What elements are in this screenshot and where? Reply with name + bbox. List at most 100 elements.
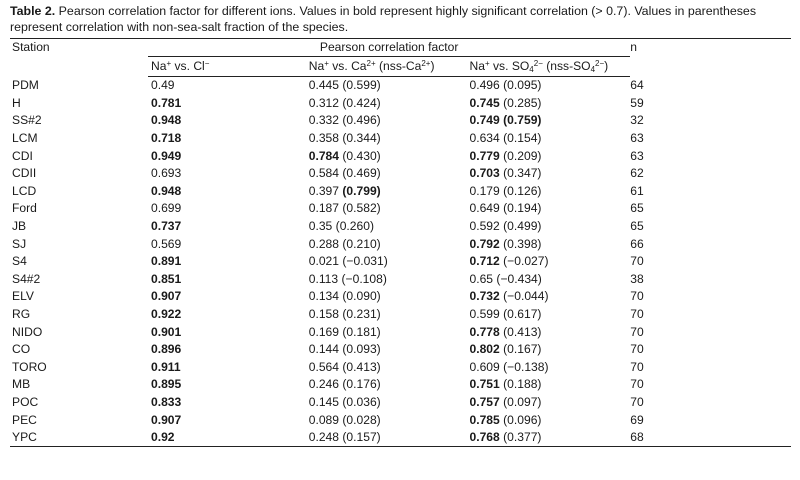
na-ca-cell: 0.246 (0.176) xyxy=(308,377,381,392)
na-cl-cell: 0.851 xyxy=(151,271,182,286)
table-row: PDM 0.49 0.445 (0.599) 0.496 (0.095) 64 xyxy=(10,77,791,95)
table-row: TORO 0.911 0.564 (0.413) 0.609 (−0.138) 70 xyxy=(10,359,791,377)
na-so4-cell: 0.779 (0.209) xyxy=(469,148,542,163)
na-so4-cell: 0.592 (0.499) xyxy=(469,219,542,234)
table-row: MB 0.895 0.246 (0.176) 0.751 (0.188) 70 xyxy=(10,376,791,394)
na-so4-cell: 0.703 (0.347) xyxy=(469,166,542,181)
na-so4-cell: 0.732 (−0.044) xyxy=(469,289,549,304)
table-row: S4 0.891 0.021 (−0.031) 0.712 (−0.027) 70 xyxy=(10,253,791,271)
na-cl-cell: 0.911 xyxy=(151,359,181,374)
n-cell: 70 xyxy=(630,307,644,322)
na-cl-cell: 0.718 xyxy=(151,131,182,146)
na-cl-cell: 0.891 xyxy=(151,254,182,269)
na-ca-cell: 0.397 (0.799) xyxy=(308,183,381,198)
na-cl-cell: 0.922 xyxy=(151,307,182,322)
na-cl-cell: 0.92 xyxy=(148,428,309,448)
n-cell: 63 xyxy=(630,148,644,163)
station-cell: Ford xyxy=(12,201,37,216)
na-so4-cell: 0.609 (−0.138) xyxy=(469,359,549,374)
table-row: RG 0.922 0.158 (0.231) 0.599 (0.617) 70 xyxy=(10,306,791,324)
n-cell: 70 xyxy=(630,342,644,357)
table-row: Ford 0.699 0.187 (0.582) 0.649 (0.194) 65 xyxy=(10,200,791,218)
n-cell: 66 xyxy=(630,236,644,251)
n-cell: 70 xyxy=(630,289,644,304)
na-so4-cell: 0.778 (0.413) xyxy=(469,324,542,339)
station-cell: SS#2 xyxy=(12,113,42,128)
na-so4-cell: 0.751 (0.188) xyxy=(469,377,542,392)
na-ca-cell: 0.35 (0.260) xyxy=(308,219,374,234)
na-cl-cell: 0.737 xyxy=(151,219,182,234)
na-ca-cell: 0.358 (0.344) xyxy=(308,131,381,146)
na-cl-cell: 0.693 xyxy=(151,166,182,181)
na-so4-cell: 0.745 (0.285) xyxy=(469,95,542,110)
pearson-group-header: Pearson correlation factor xyxy=(148,38,631,57)
n-cell: 70 xyxy=(630,254,644,269)
correlation-table: Station Pearson correlation factor n Na+… xyxy=(10,38,791,448)
table-body: PDM 0.49 0.445 (0.599) 0.496 (0.095) 64 H 0.78… xyxy=(10,77,791,448)
na-so4-cell: 0.712 (−0.027) xyxy=(469,254,549,269)
n-cell: 63 xyxy=(630,131,644,146)
na-vs-ca-header: Na+ vs. Ca2+ (nss-Ca2+) xyxy=(308,56,470,77)
table-row: H 0.781 0.312 (0.424) 0.745 (0.285) 59 xyxy=(10,95,791,113)
n-cell: 69 xyxy=(630,412,644,427)
table-row: CO 0.896 0.144 (0.093) 0.802 (0.167) 70 xyxy=(10,341,791,359)
station-cell: LCD xyxy=(12,183,37,198)
n-cell: 61 xyxy=(630,183,644,198)
station-cell: NIDO xyxy=(12,324,43,339)
na-ca-cell: 0.564 (0.413) xyxy=(308,359,381,374)
table-row: CDII 0.693 0.584 (0.469) 0.703 (0.347) 62 xyxy=(10,165,791,183)
na-ca-cell: 0.134 (0.090) xyxy=(308,289,381,304)
table-caption-text: Pearson correlation factor for different… xyxy=(10,4,757,34)
na-ca-cell: 0.584 (0.469) xyxy=(308,166,381,181)
na-cl-cell: 0.949 xyxy=(151,148,182,163)
n-cell: 70 xyxy=(630,324,644,339)
station-cell: YPC xyxy=(10,428,148,448)
station-cell: ELV xyxy=(12,289,34,304)
station-cell: CDI xyxy=(12,148,33,163)
station-cell: MB xyxy=(12,377,31,392)
n-cell: 38 xyxy=(630,271,644,286)
station-cell: S4#2 xyxy=(12,271,41,286)
table-row: SS#2 0.948 0.332 (0.496) 0.749 (0.759) 32 xyxy=(10,112,791,130)
n-cell: 68 xyxy=(630,428,791,448)
na-so4-cell: 0.757 (0.097) xyxy=(469,394,542,409)
na-so4-cell: 0.599 (0.617) xyxy=(469,307,542,322)
table-row: PEC 0.907 0.089 (0.028) 0.785 (0.096) 69 xyxy=(10,411,791,429)
na-cl-cell: 0.907 xyxy=(151,412,182,427)
document: Table 2. Pearson correlation factor for … xyxy=(10,4,791,448)
station-cell: S4 xyxy=(12,254,27,269)
na-cl-cell: 0.948 xyxy=(151,183,182,198)
na-ca-cell: 0.158 (0.231) xyxy=(308,307,381,322)
station-cell: H xyxy=(12,95,21,110)
table-caption-label: Table 2. xyxy=(10,4,56,18)
station-cell: POC xyxy=(12,394,39,409)
table-row: S4#2 0.851 0.113 (−0.108) 0.65 (−0.434) 38 xyxy=(10,271,791,289)
n-cell: 64 xyxy=(630,78,644,93)
na-cl-cell: 0.901 xyxy=(151,324,182,339)
na-cl-cell: 0.833 xyxy=(151,394,182,409)
station-cell: JB xyxy=(12,219,27,234)
n-cell: 70 xyxy=(630,359,644,374)
na-so4-cell: 0.802 (0.167) xyxy=(469,342,542,357)
table-row: NIDO 0.901 0.169 (0.181) 0.778 (0.413) 70 xyxy=(10,323,791,341)
na-ca-cell: 0.145 (0.036) xyxy=(308,394,381,409)
na-ca-cell: 0.144 (0.093) xyxy=(308,342,381,357)
na-so4-cell: 0.634 (0.154) xyxy=(469,131,542,146)
na-so4-cell: 0.768 (0.377) xyxy=(469,428,631,448)
na-cl-cell: 0.49 xyxy=(151,78,175,93)
na-cl-cell: 0.896 xyxy=(151,342,182,357)
na-so4-cell: 0.785 (0.096) xyxy=(469,412,542,427)
station-cell: RG xyxy=(12,307,31,322)
na-so4-cell: 0.792 (0.398) xyxy=(469,236,542,251)
n-cell: 65 xyxy=(630,201,644,216)
table-row: LCM 0.718 0.358 (0.344) 0.634 (0.154) 63 xyxy=(10,130,791,148)
table-row: SJ 0.569 0.288 (0.210) 0.792 (0.398) 66 xyxy=(10,235,791,253)
table-row: YPC 0.92 0.248 (0.157) 0.768 (0.377) 68 xyxy=(10,428,791,448)
n-cell: 32 xyxy=(630,113,644,128)
na-ca-cell: 0.089 (0.028) xyxy=(308,412,381,427)
na-ca-cell: 0.288 (0.210) xyxy=(308,236,381,251)
station-column-header: Station xyxy=(10,38,148,77)
n-cell: 70 xyxy=(630,394,644,409)
n-cell: 70 xyxy=(630,377,644,392)
na-so4-cell: 0.65 (−0.434) xyxy=(469,271,542,286)
